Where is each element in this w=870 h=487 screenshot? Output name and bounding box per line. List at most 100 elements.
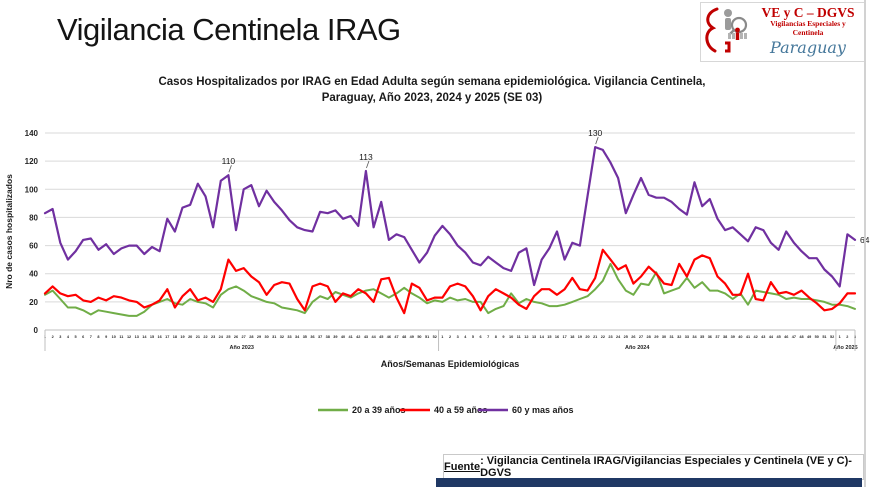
week-tick-label: 10 [112, 335, 116, 339]
week-tick-label: 35 [303, 335, 307, 339]
week-tick-label: 32 [677, 335, 681, 339]
week-tick-label: 8 [495, 335, 497, 339]
week-tick-label: 28 [249, 335, 253, 339]
logo-country: Paraguay [770, 38, 846, 57]
year-label: Año 2024 [625, 345, 650, 351]
week-tick-label: 29 [257, 335, 261, 339]
y-tick-label: 60 [29, 242, 38, 251]
week-tick-label: 1 [441, 335, 443, 339]
week-tick-label: 41 [349, 335, 353, 339]
week-tick-label: 4 [67, 335, 70, 339]
crowd-figure [744, 33, 747, 39]
week-tick-label: 9 [105, 335, 107, 339]
highlighted-figure-head [735, 27, 740, 33]
year-label: Año 2025 [833, 345, 857, 351]
y-tick-label: 40 [29, 270, 38, 279]
week-tick-label: 3 [59, 335, 61, 339]
week-tick-label: 40 [738, 335, 742, 339]
week-tick-label: 17 [165, 335, 169, 339]
y-tick-label: 140 [25, 129, 39, 138]
week-tick-label: 8 [97, 335, 99, 339]
week-tick-label: 48 [799, 335, 803, 339]
week-tick-label: 7 [90, 335, 92, 339]
series-line-40-a-59-años [43, 248, 857, 315]
week-tick-label: 24 [219, 335, 224, 339]
week-tick-label: 25 [624, 335, 628, 339]
week-tick-label: 13 [532, 335, 536, 339]
legend-label: 60 y mas años [512, 405, 574, 415]
week-tick-label: 20 [585, 335, 589, 339]
week-tick-label: 46 [387, 335, 391, 339]
week-tick-label: 19 [180, 335, 184, 339]
week-tick-label: 35 [700, 335, 704, 339]
week-tick-label: 10 [509, 335, 513, 339]
week-tick-label: 25 [226, 335, 230, 339]
week-tick-label: 20 [188, 335, 192, 339]
week-tick-label: 30 [662, 335, 666, 339]
week-tick-label: 27 [639, 335, 643, 339]
week-tick-label: 39 [731, 335, 735, 339]
week-tick-label: 2 [449, 335, 451, 339]
week-tick-label: 30 [264, 335, 268, 339]
source-label: Fuente [444, 461, 481, 473]
y-axis-title: Nro de casos hospitalizados [4, 174, 14, 289]
week-tick-label: 38 [723, 335, 727, 339]
chart-title-line2: Paraguay, Año 2023, 2024 y 2025 (SE 03) [321, 92, 543, 104]
logo-subtitle-line2: Centinela [792, 27, 824, 37]
week-tick-label: 2 [52, 335, 54, 339]
week-tick-label: 44 [371, 335, 376, 339]
week-tick-label: 22 [601, 335, 605, 339]
week-tick-label: 31 [272, 335, 276, 339]
y-tick-label: 100 [25, 185, 39, 194]
week-tick-label: 9 [502, 335, 504, 339]
week-tick-label: 52 [433, 335, 437, 339]
week-tick-label: 23 [608, 335, 612, 339]
week-tick-label: 43 [364, 335, 368, 339]
week-tick-label: 6 [480, 335, 482, 339]
week-tick-label: 21 [196, 335, 200, 339]
week-tick-label: 17 [563, 335, 567, 339]
week-tick-label: 50 [815, 335, 819, 339]
annotation-leader [595, 136, 599, 145]
week-tick-label: 45 [379, 335, 383, 339]
week-tick-label: 38 [326, 335, 330, 339]
week-tick-label: 23 [211, 335, 215, 339]
highlighted-figure-body [735, 32, 740, 40]
week-tick-label: 37 [715, 335, 719, 339]
source-text: : Vigilancia Centinela IRAG/Vigilancias … [480, 455, 852, 479]
week-tick-label: 36 [310, 335, 314, 339]
week-tick-label: 15 [150, 335, 154, 339]
week-tick-label: 51 [822, 335, 826, 339]
annotation-leader [366, 160, 370, 169]
week-tick-label: 47 [394, 335, 398, 339]
week-tick-label: 46 [784, 335, 788, 339]
crowd-figure [740, 33, 743, 39]
week-tick-label: 1 [839, 335, 841, 339]
week-tick-label: 50 [417, 335, 421, 339]
week-tick-label: 43 [761, 335, 765, 339]
logo-acronym: VE y C – DGVS [761, 5, 855, 20]
y-tick-label: 20 [29, 298, 38, 307]
week-tick-label: 27 [242, 335, 246, 339]
week-tick-label: 34 [295, 335, 300, 339]
week-tick-label: 12 [524, 335, 528, 339]
chart-title-line1: Casos Hospitalizados por IRAG en Edad Ad… [158, 76, 706, 88]
week-tick-label: 42 [754, 335, 758, 339]
page-edge-line [864, 0, 866, 487]
week-tick-label: 26 [631, 335, 635, 339]
week-tick-label: 39 [333, 335, 337, 339]
week-tick-label: 14 [142, 335, 147, 339]
chart-title: Casos Hospitalizados por IRAG en Edad Ad… [97, 74, 767, 106]
y-tick-label: 120 [25, 157, 39, 166]
week-tick-label: 16 [555, 335, 559, 339]
week-tick-label: 26 [234, 335, 238, 339]
week-tick-label: 29 [654, 335, 658, 339]
logo-texts: VE y C – DGVS Vigilancias Especiales y C… [753, 5, 863, 57]
week-tick-label: 28 [647, 335, 651, 339]
week-tick-label: 36 [708, 335, 712, 339]
week-tick-label: 18 [173, 335, 177, 339]
week-tick-label: 33 [685, 335, 689, 339]
week-tick-label: 33 [287, 335, 291, 339]
y-tick-label: 0 [34, 326, 39, 335]
